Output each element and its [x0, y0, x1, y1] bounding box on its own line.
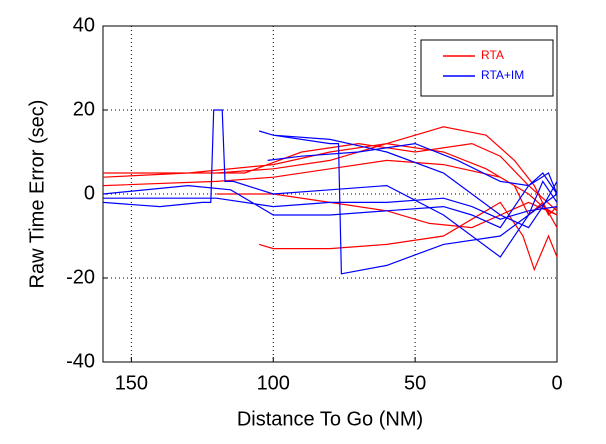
legend-label: RTA	[481, 48, 504, 62]
x-tick-label: 50	[404, 372, 426, 394]
series-line	[102, 109, 558, 275]
x-axis-label: Distance To Go (NM)	[237, 408, 423, 430]
legend-label: RTA+IM	[481, 68, 524, 82]
legend: RTA RTA+IM	[420, 39, 554, 97]
y-tick-label: 0	[84, 182, 95, 204]
y-tick-label: 40	[73, 14, 95, 36]
y-axis-label: Raw Time Error (sec)	[26, 100, 48, 289]
x-tick-label: 100	[257, 372, 290, 394]
y-tick-label: 20	[73, 98, 95, 120]
x-tick-label: 150	[115, 372, 148, 394]
x-tick-label: 0	[551, 372, 562, 394]
legend-box	[420, 39, 554, 97]
y-tick-label: -40	[66, 350, 95, 372]
y-tick-label: -20	[66, 266, 95, 288]
